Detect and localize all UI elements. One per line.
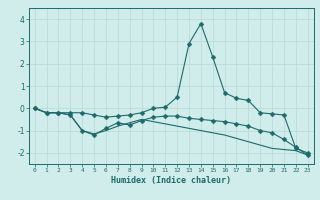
- X-axis label: Humidex (Indice chaleur): Humidex (Indice chaleur): [111, 176, 231, 185]
